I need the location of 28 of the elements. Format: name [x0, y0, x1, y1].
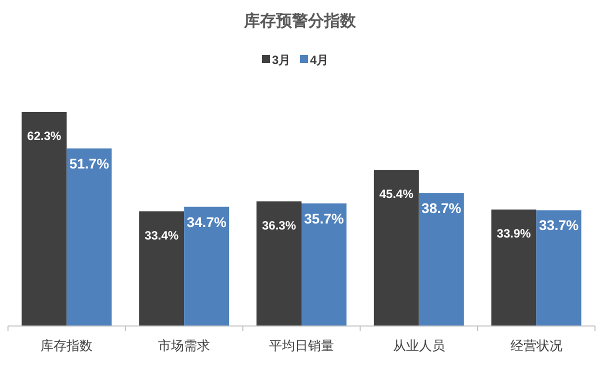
data-label: 62.3% [27, 129, 62, 143]
data-label: 33.7% [538, 217, 580, 234]
data-label: 38.7% [422, 200, 462, 216]
data-label: 34.7% [186, 214, 227, 230]
bar [22, 112, 67, 326]
bar [374, 170, 419, 326]
chart-title: 库存预警分指数 [243, 12, 357, 30]
x-tick-label: 从业人员 [392, 338, 445, 353]
x-tick-label: 市场需求 [158, 338, 210, 353]
bar [491, 210, 536, 326]
bar [139, 211, 184, 326]
data-label: 45.4% [379, 187, 414, 202]
bar [184, 206, 230, 326]
x-tick-label: 平均日销量 [269, 338, 334, 353]
legend-label: 4月 [310, 53, 329, 67]
data-label: 51.7% [69, 155, 110, 172]
data-label: 33.4% [144, 228, 179, 242]
bar [418, 193, 464, 326]
data-label: 33.9% [496, 226, 532, 241]
data-label: 36.3% [262, 218, 296, 232]
bar [256, 201, 302, 326]
bar [302, 203, 346, 326]
legend-label: 3月 [272, 53, 291, 67]
x-tick-label: 经营状况 [510, 338, 562, 353]
x-tick-label: 库存指数 [40, 338, 93, 353]
data-label: 35.7% [304, 210, 344, 226]
bar [536, 210, 582, 326]
bar [66, 148, 112, 326]
